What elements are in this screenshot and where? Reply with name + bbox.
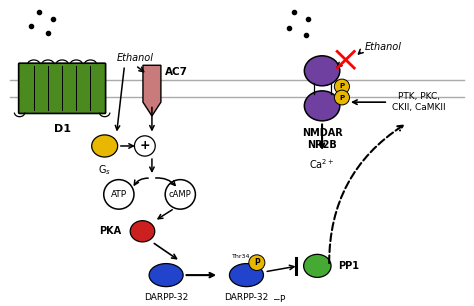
Circle shape [249, 255, 265, 271]
Text: AC7: AC7 [165, 67, 188, 77]
Circle shape [104, 180, 134, 209]
Text: Thr34: Thr34 [232, 254, 251, 259]
Text: P: P [339, 95, 345, 101]
Ellipse shape [229, 263, 264, 287]
FancyBboxPatch shape [18, 63, 106, 114]
Text: P: P [339, 84, 345, 89]
Ellipse shape [304, 91, 340, 121]
Ellipse shape [91, 135, 118, 157]
Text: DARPP-32: DARPP-32 [144, 293, 188, 302]
Ellipse shape [130, 221, 155, 242]
Ellipse shape [304, 56, 340, 86]
Text: cAMP: cAMP [169, 190, 191, 199]
Text: Ethanol: Ethanol [117, 53, 154, 63]
Text: +: + [139, 140, 150, 152]
Text: D1: D1 [54, 124, 71, 134]
Text: PTK, PKC,
CKII, CaMKII: PTK, PKC, CKII, CaMKII [392, 92, 446, 112]
Ellipse shape [304, 254, 331, 278]
Text: G$_s$: G$_s$ [98, 163, 111, 177]
Polygon shape [143, 65, 161, 116]
Circle shape [165, 180, 195, 209]
Circle shape [135, 136, 155, 156]
Circle shape [334, 90, 349, 105]
Text: PKA: PKA [99, 226, 121, 236]
Text: ATP: ATP [111, 190, 127, 199]
Text: Ca$^{2+}$: Ca$^{2+}$ [310, 158, 335, 171]
Ellipse shape [149, 263, 183, 287]
Text: P: P [254, 258, 260, 267]
Text: DARPP-32: DARPP-32 [224, 293, 269, 302]
Text: Ethanol: Ethanol [365, 42, 401, 52]
Circle shape [334, 79, 349, 94]
Text: $-$P: $-$P [273, 293, 287, 304]
Text: NMDAR
NR2B: NMDAR NR2B [301, 128, 342, 150]
Text: PP1: PP1 [338, 261, 360, 271]
